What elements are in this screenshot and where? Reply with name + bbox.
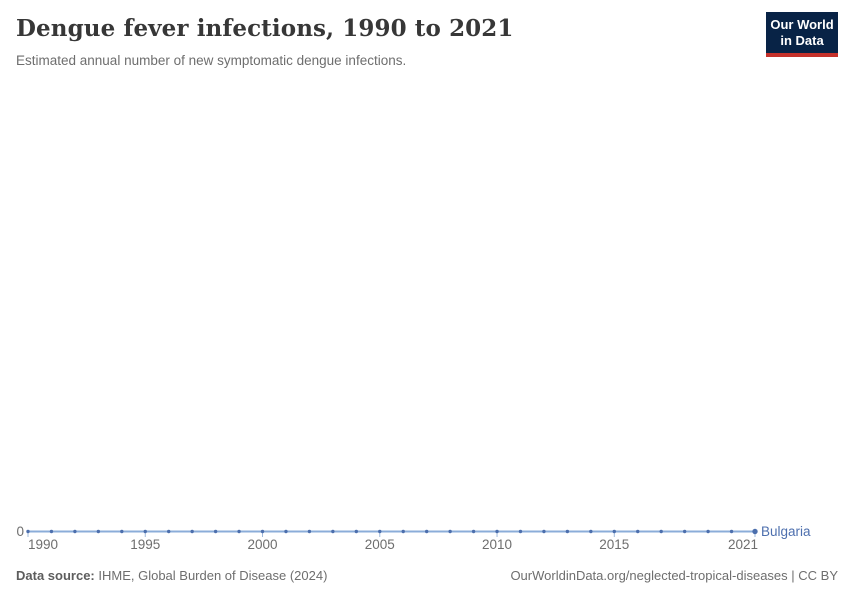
- x-tick-label-2021: 2021: [727, 537, 758, 552]
- x-tick-label-2000: 2000: [247, 537, 278, 552]
- data-point-marker: [518, 529, 523, 534]
- data-point-marker: [612, 529, 616, 534]
- data-point-marker: [471, 529, 476, 534]
- owid-logo: Our World in Data: [766, 12, 838, 57]
- attribution-note: OurWorldinData.org/neglected-tropical-di…: [510, 568, 838, 583]
- owid-logo-line1: Our World: [770, 17, 834, 32]
- data-point-marker: [284, 529, 288, 534]
- data-point-marker: [73, 529, 77, 534]
- data-point-marker: [96, 529, 101, 534]
- data-point-marker: [143, 529, 147, 534]
- data-point-marker: [448, 529, 452, 534]
- data-point-marker: [26, 529, 30, 534]
- entity-label-bulgaria: Bulgaria: [761, 524, 811, 539]
- chart-footer: Data source: IHME, Global Burden of Dise…: [16, 568, 838, 584]
- data-point-marker: [354, 529, 359, 534]
- data-point-marker: [237, 529, 241, 534]
- data-point-marker: [752, 528, 758, 535]
- data-point-marker: [636, 529, 640, 534]
- page-title: Dengue fever infections, 1990 to 2021: [16, 15, 514, 42]
- data-point-marker: [729, 529, 734, 534]
- chart-subtitle: Estimated annual number of new symptomat…: [16, 53, 407, 68]
- data-point-marker: [706, 529, 710, 534]
- data-point-marker: [213, 529, 218, 534]
- data-point-marker: [565, 529, 570, 534]
- data-point-marker: [401, 529, 405, 534]
- data-point-marker: [120, 529, 124, 534]
- data-point-marker: [378, 529, 382, 534]
- data-source-value: IHME, Global Burden of Disease (2024): [94, 568, 328, 583]
- y-axis-zero-label: 0: [16, 524, 24, 539]
- data-point-marker: [424, 529, 429, 534]
- data-point-marker: [331, 529, 335, 534]
- data-point-marker: [495, 529, 499, 534]
- x-tick-label-1995: 1995: [130, 537, 161, 552]
- x-tick-label-2015: 2015: [599, 537, 630, 552]
- data-source-note: Data source: IHME, Global Burden of Dise…: [16, 568, 327, 584]
- data-point-marker: [190, 529, 194, 534]
- x-tick-label-2005: 2005: [364, 537, 395, 552]
- data-point-marker: [307, 529, 312, 534]
- data-source-label: Data source:: [16, 568, 95, 583]
- data-point-marker: [659, 529, 663, 534]
- data-point-marker: [49, 529, 54, 534]
- data-point-marker: [167, 529, 171, 534]
- data-point-marker: [260, 529, 265, 534]
- x-tick-label-2010: 2010: [482, 537, 513, 552]
- data-point-marker: [589, 529, 593, 534]
- x-tick-label-1990: 1990: [28, 537, 59, 552]
- data-point-marker: [542, 529, 546, 534]
- data-point-marker: [682, 529, 687, 534]
- owid-logo-line2: in Data: [780, 33, 824, 48]
